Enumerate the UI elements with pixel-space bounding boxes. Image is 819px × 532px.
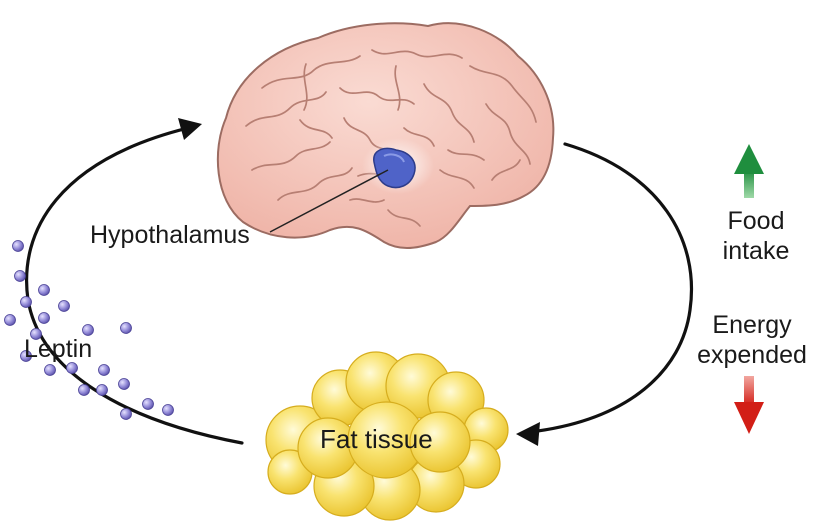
arrow-brain-to-fat xyxy=(528,142,693,434)
leptin-dot xyxy=(38,284,50,296)
food-intake-label: Food intake xyxy=(714,206,798,266)
leptin-dot xyxy=(78,384,90,396)
energy-expended-label-line-2: expended xyxy=(697,341,807,369)
leptin-dot xyxy=(14,270,26,282)
arrow-head-to-fat xyxy=(516,422,540,446)
leptin-dot xyxy=(38,312,50,324)
leptin-dot xyxy=(82,324,94,336)
leptin-dot xyxy=(96,384,108,396)
brain-outline xyxy=(216,22,555,249)
brain xyxy=(216,22,555,249)
leptin-dot xyxy=(120,408,132,420)
food-intake-label-line-1: Food xyxy=(727,207,785,235)
fat-tissue-label: Fat tissue xyxy=(320,424,433,454)
leptin-dot xyxy=(20,350,32,362)
energy-expended-label-line-1: Energy xyxy=(712,311,792,339)
leptin-dot xyxy=(118,378,130,390)
leptin-dot xyxy=(58,300,70,312)
leptin-dot xyxy=(12,240,24,252)
food-intake-label-line-2: intake xyxy=(722,237,790,265)
leptin-dot xyxy=(30,328,42,340)
leptin-dot xyxy=(4,314,16,326)
food-intake-up-arrow-icon xyxy=(734,144,764,198)
fat-tissue xyxy=(265,351,509,521)
leptin-dot xyxy=(66,362,78,374)
energy-expended-label: Energy expended xyxy=(692,310,812,370)
arrow-head-to-brain xyxy=(178,118,202,140)
hypothalamus-pointer xyxy=(269,169,389,233)
leptin-dot xyxy=(98,364,110,376)
hypothalamus-region xyxy=(373,147,416,189)
leptin-dot xyxy=(142,398,154,410)
hypothalamus-label: Hypothalamus xyxy=(90,221,250,249)
leptin-dot xyxy=(162,404,174,416)
leptin-dot xyxy=(20,296,32,308)
leptin-dot xyxy=(120,322,132,334)
arrow-leptin-to-brain xyxy=(25,126,244,445)
leptin-dot xyxy=(44,364,56,376)
leptin-label: Leptin xyxy=(24,335,93,363)
energy-expended-down-arrow-icon xyxy=(734,376,764,434)
leptin-molecules xyxy=(4,240,174,420)
